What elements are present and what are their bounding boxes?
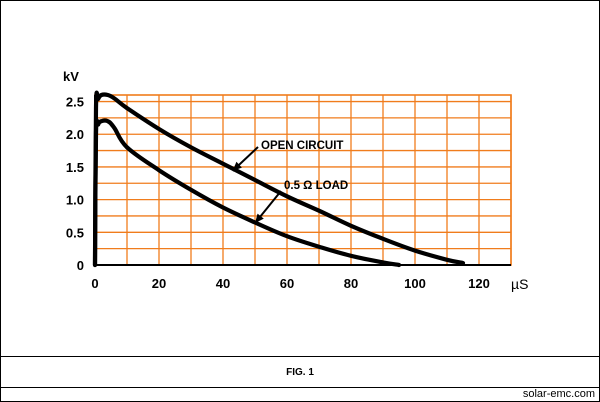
curve-layer [92,90,466,268]
y-tick-label: 0 [77,258,84,273]
annotation-open-circuit: OPEN CIRCUIT [261,140,343,152]
x-tick-label: 80 [344,276,358,291]
annotation-layer: OPEN CIRCUIT 0.5 Ω LOAD [231,140,348,224]
y-tick-label: 2.0 [66,127,84,142]
series-line-open-circuit [92,90,466,268]
x-axis-unit-label: µS [511,276,528,292]
y-tick-label: 1.5 [66,160,84,175]
y-axis-unit-label: kV [63,69,79,84]
chart-svg: 0 0.5 1.0 1.5 2.0 2.5 0 20 40 60 80 100 120 kV µS OPEN… [63,69,528,292]
y-tick-label: 1.0 [66,193,84,208]
y-tick-label: 2.5 [66,95,84,110]
annotation-load: 0.5 Ω LOAD [284,180,348,192]
figure-caption-row: FIG. 1 [1,356,599,388]
annotation-arrow-load-head [255,213,264,224]
x-tick-label: 60 [280,276,294,291]
figure-caption: FIG. 1 [286,366,314,378]
source-credit: solar-emc.com [522,388,595,400]
x-tick-label: 100 [404,276,426,291]
x-tick-label: 0 [91,276,98,291]
axis-layer: 0 0.5 1.0 1.5 2.0 2.5 0 20 40 60 80 100 120 kV µS [63,69,528,292]
x-tick-label: 120 [468,276,490,291]
series-line-load [92,118,402,268]
x-tick-label: 20 [152,276,166,291]
plot-area: 0 0.5 1.0 1.5 2.0 2.5 0 20 40 60 80 100 120 kV µS OPEN… [1,1,599,356]
y-tick-label: 0.5 [66,225,84,240]
annotation-arrow-open-circuit-head [232,161,242,171]
x-tick-label: 40 [216,276,230,291]
